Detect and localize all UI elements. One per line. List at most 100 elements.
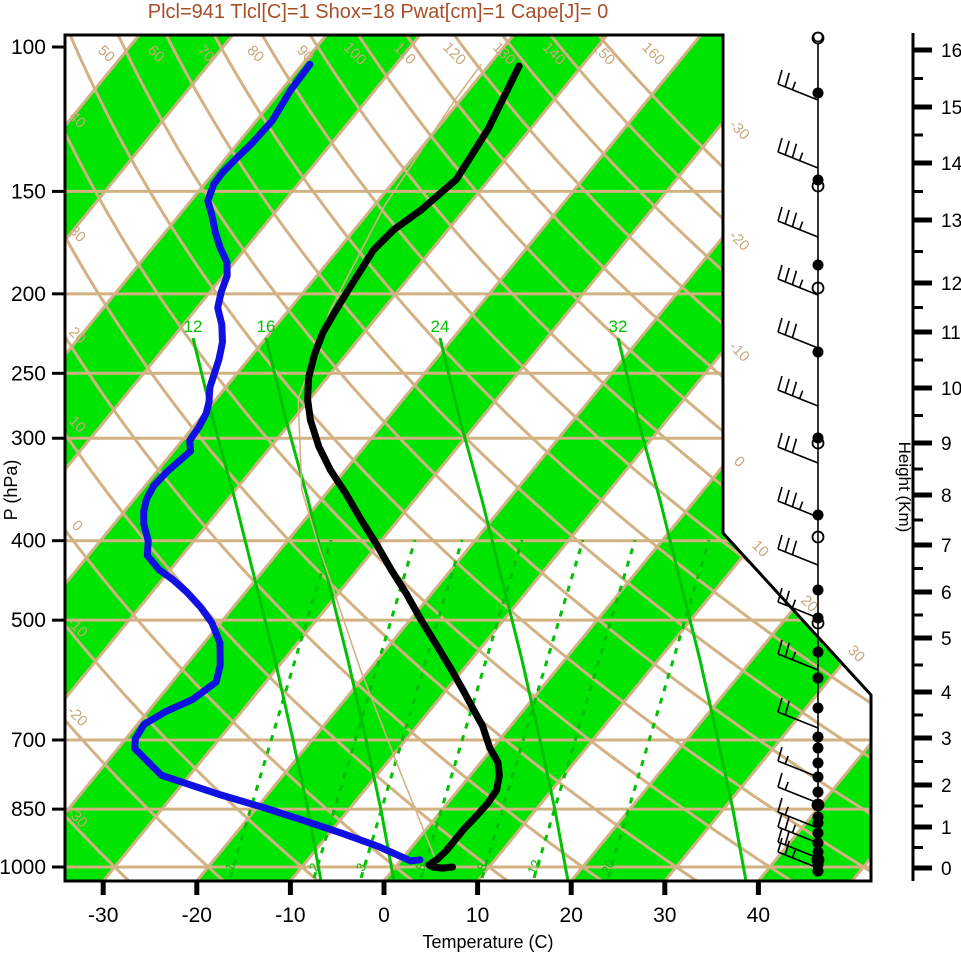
wind-level-dot	[812, 174, 824, 186]
wind-open-circle	[811, 530, 825, 544]
wind-barb-tick	[791, 438, 798, 453]
wind-barb-tick	[777, 827, 783, 843]
wind-level-dot	[812, 702, 824, 714]
plot-frame	[63, 33, 873, 883]
dry-adiabat-line	[452, 35, 871, 881]
wind-barb-tick	[777, 812, 783, 828]
wind-level-dot	[812, 731, 824, 743]
wind-level-dot	[812, 757, 824, 769]
shade-band	[65, 35, 420, 881]
moist-adiabat-lines	[191, 337, 748, 881]
moist-adiabat-label: 32	[609, 317, 628, 336]
wind-barb-half-tick	[798, 221, 804, 230]
dry-adiabat-line	[65, 35, 229, 881]
wind-barb-tick	[784, 140, 790, 156]
dry-adiabat-label: 0	[68, 517, 86, 535]
moist-adiabat-label: 12	[184, 317, 203, 336]
sounding-curves	[131, 60, 523, 872]
wind-level-dot	[812, 259, 824, 271]
wind-barb-tick	[777, 375, 783, 391]
wind-barb-tick	[791, 492, 798, 507]
dry-adiabat-line	[308, 35, 871, 881]
height-tick-label: 14	[941, 154, 961, 175]
wind-barb-tick	[791, 381, 798, 396]
wind-barb-column	[777, 31, 825, 877]
dry-adiabat-line	[65, 35, 419, 881]
wind-barb-shaft	[777, 389, 819, 407]
wind-barb-half-tick	[791, 599, 797, 609]
temperature-curve	[304, 62, 523, 872]
pressure-tick-label: 400	[11, 530, 46, 553]
temp-tick-label: -10	[275, 904, 305, 927]
dry-adiabat-line	[65, 35, 608, 881]
moist-adiabat-label: 16	[257, 317, 276, 336]
wind-barb-tick	[784, 700, 790, 716]
wind-level-dot	[812, 742, 824, 754]
wind-barb-half-tick	[784, 781, 789, 791]
pressure-gridlines	[65, 189, 871, 869]
dry-adiabat-line	[164, 35, 871, 881]
wind-level-dot	[812, 672, 824, 684]
isotherm-line	[0, 35, 46, 881]
dry-adiabat-label: 120	[439, 39, 469, 69]
parcel-line	[297, 63, 482, 868]
height-tick-label: 1	[941, 818, 952, 839]
x-axis-title: Temperature (C)	[422, 932, 553, 952]
pressure-tick-label: 200	[11, 283, 46, 306]
wind-barb-tick	[791, 540, 798, 555]
wind-barb-shaft	[777, 331, 819, 349]
wind-barb-tick	[784, 590, 790, 606]
wind-barb-tick	[784, 489, 790, 505]
pressure-tick-label: 500	[11, 609, 46, 632]
wind-barb-tick	[784, 267, 790, 283]
height-tick-label: 11	[941, 323, 961, 344]
height-tick-label: 7	[941, 536, 952, 557]
wind-barb-shaft	[777, 446, 819, 464]
wind-barb-tick	[791, 270, 798, 285]
wind-barb-tick	[777, 639, 783, 655]
wind-barb-tick	[777, 772, 783, 788]
wind-barb-tick	[777, 206, 783, 222]
dry-adiabat-line	[65, 35, 513, 881]
height-tick-label: 12	[941, 274, 961, 295]
wind-barb-tick	[791, 143, 798, 158]
wind-barb-tick	[784, 830, 790, 846]
dry-adiabat-lines	[65, 35, 871, 881]
dewpoint-curve	[131, 60, 424, 865]
wind-barb-tick	[777, 587, 783, 603]
wind-barb-tick	[777, 69, 783, 85]
wind-level-dot	[812, 865, 824, 877]
wind-level-dot	[812, 817, 824, 829]
wind-level-dot	[812, 584, 824, 596]
wind-barb-tick	[784, 815, 790, 831]
dry-adiabat-line	[65, 35, 324, 881]
wind-barb-tick	[777, 264, 783, 280]
wind-barb-tick	[777, 797, 783, 813]
dry-adiabat-label: 80	[244, 42, 268, 66]
wind-barb-tick	[784, 537, 790, 553]
wind-barb-half-tick	[798, 152, 804, 161]
shade-band	[571, 35, 871, 881]
height-tick-label: 16	[941, 41, 961, 62]
wind-open-circle	[811, 31, 825, 45]
wind-barb-half-tick	[798, 390, 804, 399]
dry-adiabat-label: 160	[638, 39, 668, 69]
temp-tick-label: 20	[560, 904, 583, 927]
wind-barb-shaft	[777, 83, 819, 101]
shade-band	[0, 35, 46, 881]
dry-adiabat-line	[116, 35, 871, 881]
wind-barb-tick	[777, 837, 783, 853]
height-tick-label: 3	[941, 729, 952, 750]
wind-barb-tick	[777, 137, 783, 153]
dry-adiabat-line	[500, 35, 871, 881]
temp-tick-label: 10	[466, 904, 489, 927]
temp-tick-label: 0	[378, 904, 390, 927]
wind-barb-tick	[791, 323, 798, 338]
wind-level-dot	[812, 646, 824, 658]
wind-barb-tick	[784, 378, 790, 394]
wind-barb-tick	[777, 486, 783, 502]
